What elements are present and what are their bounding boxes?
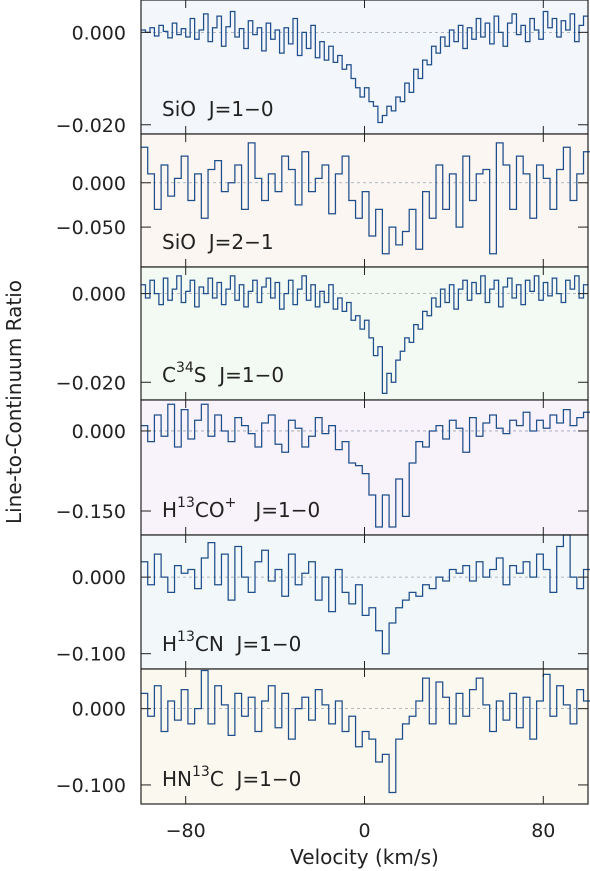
panel-molecule-label: H13CO+ J=1−0 [162,495,320,522]
panel-4: 0.000 −0.150 H13CO+ J=1−0 [56,399,590,536]
label-isotope: 13 [177,629,195,645]
y-tick-label: 0.000 [72,22,126,44]
label-transition: J=1−0 [196,97,274,121]
panel-1: 0.000 −0.020 SiO J=1−0 [56,0,589,137]
spectrum-series [141,142,590,255]
spectrum-series [141,275,588,394]
y-tick-label: 0.000 [72,421,126,443]
label-transition: J=1−0 [224,767,302,791]
label-transition: J=2−1 [196,230,274,254]
panel-molecule-label: C34S J=1−0 [162,360,284,387]
y-tick-label: 0.000 [72,567,126,589]
label-rest: S [194,363,207,387]
panel-2: 0.000 −0.050 SiO J=2−1 [56,133,590,268]
panel-background [141,400,588,535]
panel-background [141,0,588,134]
panel-background [141,267,588,400]
label-isotope: 13 [177,495,195,511]
spectrum-series [141,10,588,124]
label-base: HN [162,767,192,791]
spectrum-series [141,669,590,794]
x-tick-label: 80 [531,820,555,842]
panel-molecule-label: SiO J=2−1 [162,230,274,254]
label-isotope: 13 [192,764,210,780]
x-axis-title: Velocity (km/s) [290,845,439,869]
label-base: H [162,498,177,522]
panel-frame [140,668,589,805]
x-tick-label: 0 [358,820,370,842]
spectrum-series [141,403,590,528]
label-charge: + [225,495,237,511]
y-tick-label: −0.020 [56,115,126,137]
label-rest: C [210,767,224,791]
y-tick-label: −0.020 [56,372,126,394]
panel-background [141,669,588,804]
y-axis-title: Line-to-Continuum Ratio [2,280,26,524]
label-base: H [162,632,177,656]
y-tick-label: −0.150 [56,501,126,523]
y-tick-label: 0.000 [72,699,126,721]
y-tick-label: 0.000 [72,284,126,306]
panel-6: 0.000 −0.100 HN13C J=1−0 [56,668,590,805]
spectrum-series [141,534,590,655]
label-isotope: 34 [176,360,194,376]
label-transition: J=1−0 [243,498,321,522]
y-tick-label: −0.100 [56,644,126,666]
panel-background [141,535,588,669]
y-tick-label: 0.000 [72,173,126,195]
panel-molecule-label: H13CN J=1−0 [162,629,301,656]
panel-5: 0.000 −0.100 H13CN J=1−0 [56,534,590,670]
panel-molecule-label: HN13C J=1−0 [162,764,301,791]
x-tick-label: −80 [166,820,206,842]
label-rest: CN [195,632,224,656]
panel-3: 0.000 −0.020 C34S J=1−0 [56,266,589,401]
label-rest: CO [195,498,225,522]
panel-molecule-label: SiO J=1−0 [162,97,274,121]
y-tick-label: −0.100 [56,775,126,797]
y-tick-label: −0.050 [56,217,126,239]
label-base: C [162,363,176,387]
panel-background [141,134,588,267]
label-transition: J=1−0 [224,632,302,656]
label-transition: J=1−0 [207,363,285,387]
label-base: SiO [162,230,196,254]
label-base: SiO [162,97,196,121]
